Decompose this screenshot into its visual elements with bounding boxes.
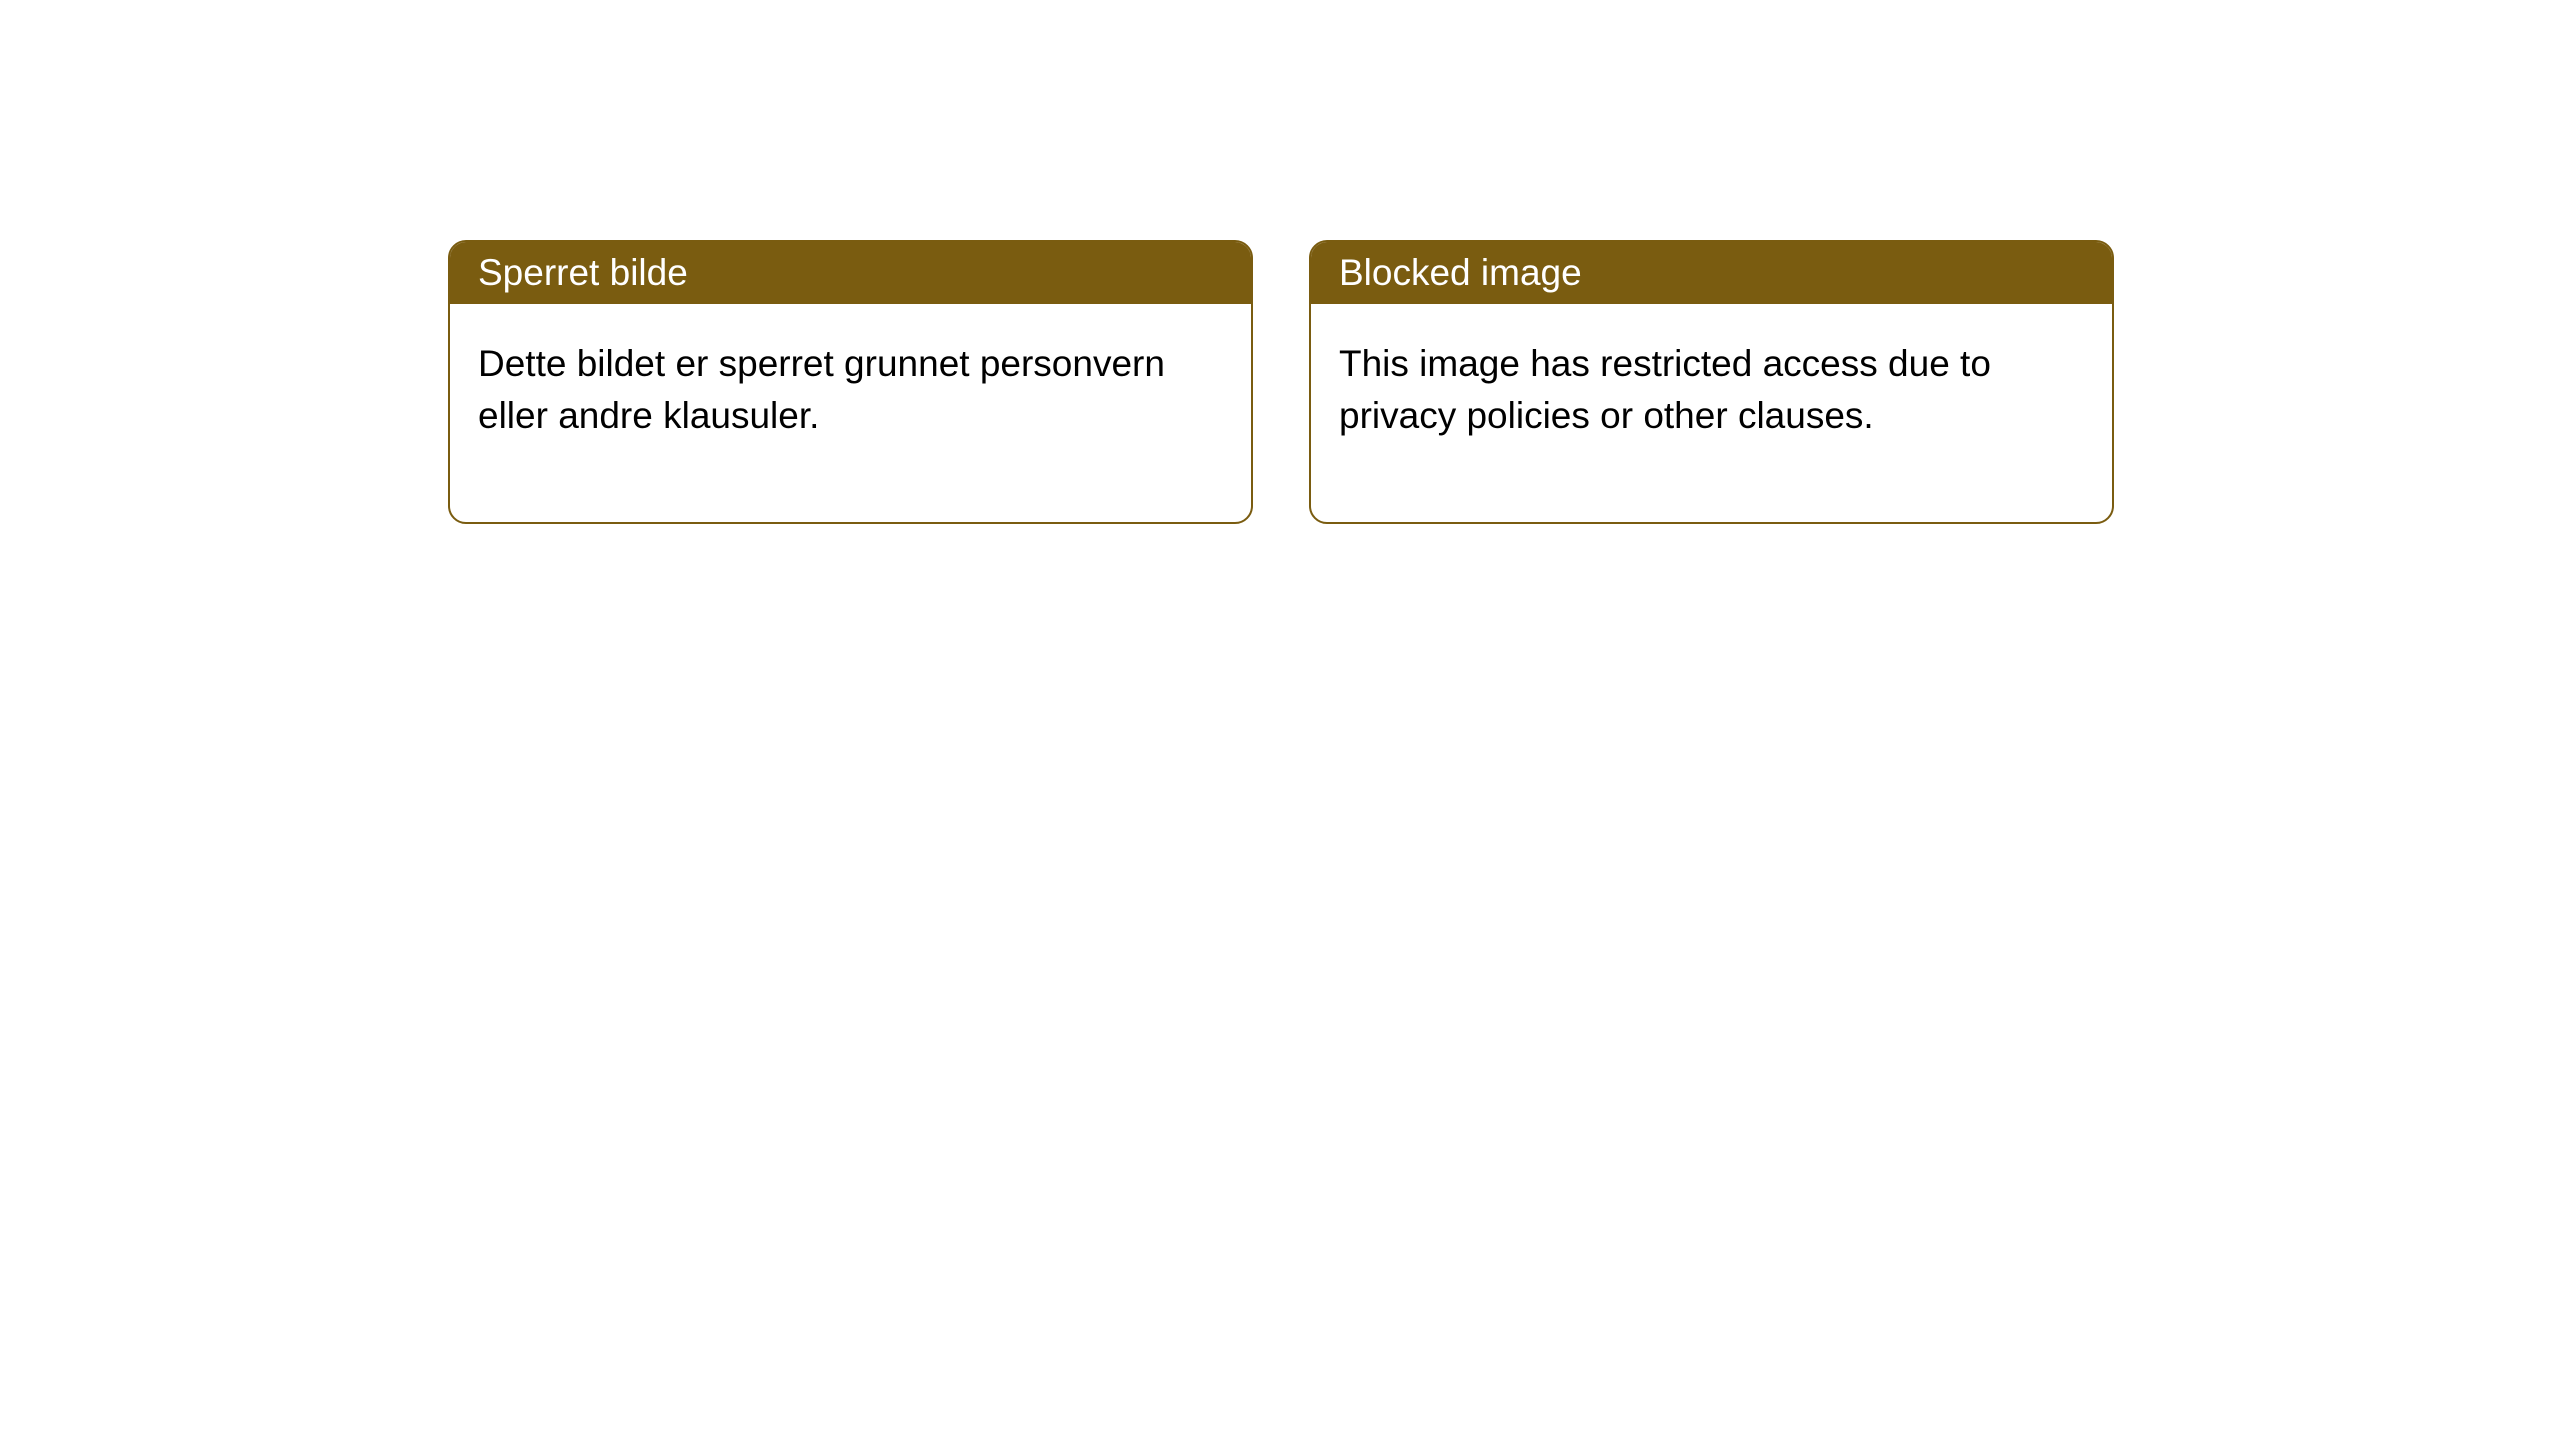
notice-card-norwegian: Sperret bilde Dette bildet er sperret gr…: [448, 240, 1253, 524]
notice-container: Sperret bilde Dette bildet er sperret gr…: [0, 0, 2560, 524]
card-body-norwegian: Dette bildet er sperret grunnet personve…: [450, 304, 1251, 522]
card-body-english: This image has restricted access due to …: [1311, 304, 2112, 522]
card-header-norwegian: Sperret bilde: [450, 242, 1251, 304]
card-header-english: Blocked image: [1311, 242, 2112, 304]
notice-card-english: Blocked image This image has restricted …: [1309, 240, 2114, 524]
